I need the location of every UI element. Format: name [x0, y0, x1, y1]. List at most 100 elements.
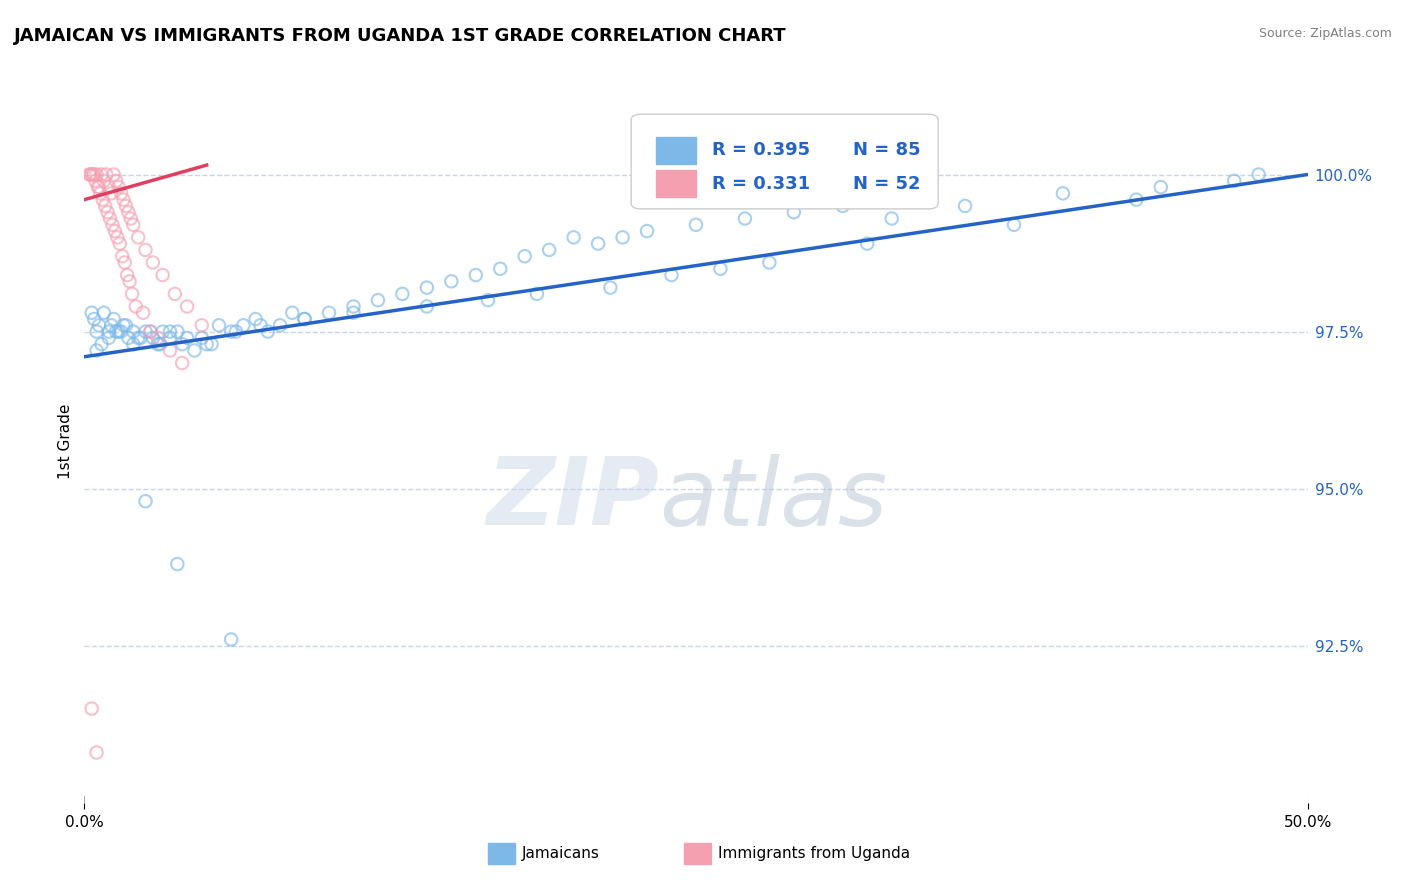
Point [97, 325, 120, 339]
Point [734, 211, 756, 226]
Point [245, 312, 267, 326]
Point [100, 318, 122, 333]
Point [159, 343, 181, 358]
Point [152, 325, 174, 339]
Point [87, 318, 110, 333]
Point [129, 331, 152, 345]
Point [232, 318, 254, 333]
Point [477, 293, 499, 308]
Point [90, 168, 112, 182]
Point [159, 325, 181, 339]
Point [342, 306, 364, 320]
Point [77, 168, 100, 182]
Point [783, 205, 806, 219]
Point [104, 224, 127, 238]
Point [79, 168, 101, 182]
Text: N = 52: N = 52 [852, 175, 920, 193]
Point [318, 306, 340, 320]
Point [526, 286, 548, 301]
Point [111, 249, 134, 263]
Point [98, 211, 121, 226]
Point [249, 318, 271, 333]
Point [121, 286, 143, 301]
Text: R = 0.395: R = 0.395 [711, 141, 810, 160]
Point [80, 306, 103, 320]
Point [108, 236, 131, 251]
Point [100, 186, 122, 201]
Point [110, 186, 132, 201]
Point [82, 168, 104, 182]
Text: Jamaicans: Jamaicans [522, 846, 600, 861]
Point [125, 300, 148, 314]
Point [127, 230, 149, 244]
Point [269, 318, 291, 333]
Point [219, 325, 242, 339]
Point [91, 193, 114, 207]
Point [80, 701, 103, 715]
Point [416, 300, 439, 314]
Point [115, 318, 138, 333]
Point [166, 325, 188, 339]
Point [122, 218, 145, 232]
Text: R = 0.331: R = 0.331 [711, 175, 810, 193]
Bar [683, 843, 710, 864]
Point [149, 337, 172, 351]
Point [440, 274, 463, 288]
Point [416, 280, 439, 294]
Text: ZIP: ZIP [486, 453, 659, 545]
Point [880, 211, 903, 226]
Point [200, 337, 222, 351]
Point [709, 261, 731, 276]
Point [122, 325, 145, 339]
Point [195, 337, 218, 351]
Text: JAMAICAN VS IMMIGRANTS FROM UGANDA 1ST GRADE CORRELATION CHART: JAMAICAN VS IMMIGRANTS FROM UGANDA 1ST G… [14, 27, 787, 45]
Point [191, 318, 214, 333]
Point [342, 300, 364, 314]
Point [135, 325, 157, 339]
Point [86, 343, 108, 358]
Point [142, 255, 165, 269]
Y-axis label: 1st Grade: 1st Grade [58, 404, 73, 479]
Point [105, 325, 128, 339]
Text: atlas: atlas [659, 454, 887, 545]
Text: Source: ZipAtlas.com: Source: ZipAtlas.com [1258, 27, 1392, 40]
Point [97, 180, 120, 194]
Point [225, 325, 247, 339]
FancyBboxPatch shape [631, 114, 938, 209]
Point [391, 286, 413, 301]
Point [294, 312, 316, 326]
Point [101, 218, 124, 232]
Point [115, 199, 138, 213]
Point [83, 168, 105, 182]
Point [90, 337, 112, 351]
Point [86, 325, 108, 339]
Point [132, 306, 155, 320]
Point [1002, 218, 1025, 232]
Point [562, 230, 585, 244]
Point [489, 261, 512, 276]
Point [856, 236, 879, 251]
Point [612, 230, 634, 244]
Point [172, 337, 194, 351]
Point [1223, 174, 1246, 188]
Point [105, 174, 128, 188]
Point [112, 193, 135, 207]
Point [87, 180, 110, 194]
Point [127, 331, 149, 345]
Point [93, 174, 115, 188]
Point [135, 243, 157, 257]
Point [103, 312, 125, 326]
Bar [655, 169, 696, 197]
Point [93, 306, 115, 320]
Bar [488, 843, 515, 864]
Point [112, 318, 135, 333]
Point [142, 331, 165, 345]
Point [685, 218, 707, 232]
Point [599, 280, 621, 294]
Text: N = 85: N = 85 [852, 141, 920, 160]
Point [176, 300, 198, 314]
Point [1150, 180, 1173, 194]
Point [159, 331, 181, 345]
Point [122, 337, 145, 351]
Point [758, 255, 780, 269]
